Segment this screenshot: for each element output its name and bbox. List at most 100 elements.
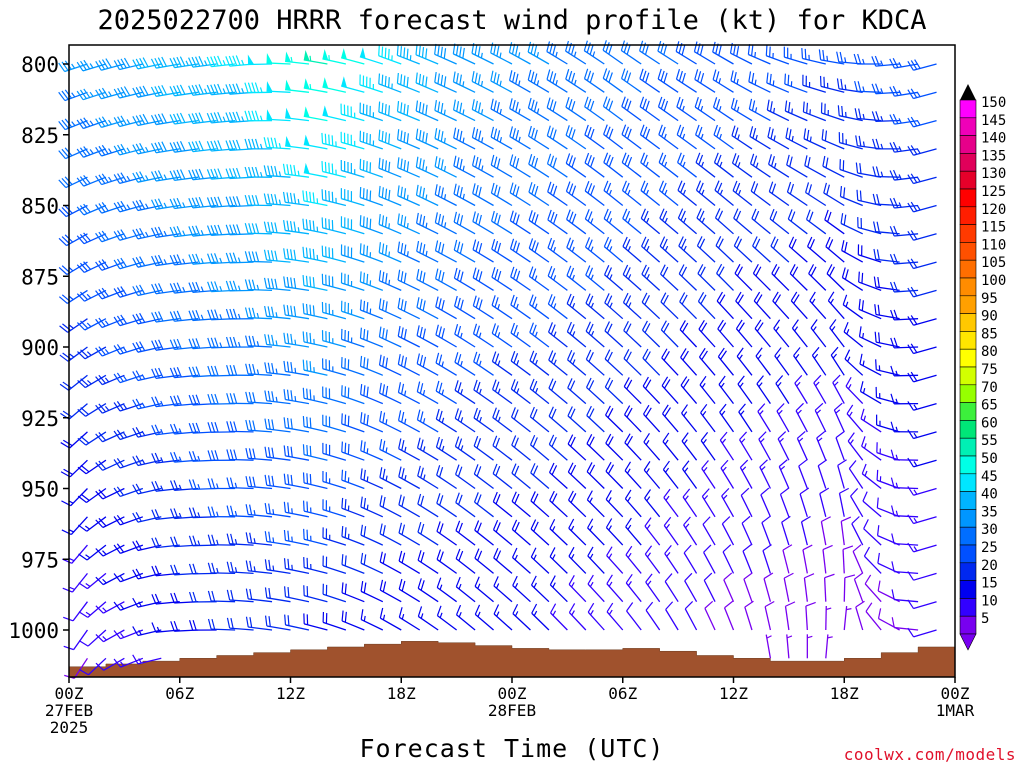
barb-feather <box>840 78 844 90</box>
wind-barb <box>585 349 605 376</box>
barb-staff <box>606 583 624 603</box>
wind-barb <box>678 236 698 263</box>
barb-feather <box>289 164 293 176</box>
barb-feather <box>532 352 538 363</box>
barb-feather <box>876 497 879 508</box>
barb-staff <box>155 148 180 154</box>
barb-feather <box>509 154 514 165</box>
barb-feather <box>459 46 462 57</box>
barb-staff <box>663 497 679 518</box>
barb-feather <box>245 588 249 600</box>
wind-barb <box>771 264 790 291</box>
barb-feather <box>837 105 840 116</box>
wind-barb <box>283 360 310 376</box>
x-tick-label: 18Z <box>830 684 859 703</box>
barb-feather <box>459 243 464 254</box>
barb-staff <box>155 487 180 492</box>
barb-staff <box>493 585 513 603</box>
barb-staff <box>397 195 420 207</box>
barb-staff <box>248 598 273 603</box>
barb-feather <box>493 128 498 139</box>
barb-feather <box>571 213 577 224</box>
barb-staff <box>192 63 217 68</box>
barb-feather <box>132 172 139 183</box>
wind-barb <box>714 208 734 235</box>
barb-half-feather <box>766 635 772 639</box>
barb-feather <box>910 88 918 98</box>
barb-feather <box>436 549 442 560</box>
barb-staff <box>435 334 457 348</box>
barb-feather <box>58 208 67 217</box>
barb-feather <box>366 358 369 369</box>
barb-feather <box>569 380 576 391</box>
barb-flag <box>285 51 292 63</box>
barb-feather <box>770 236 776 247</box>
barb-feather <box>76 293 85 302</box>
barb-feather <box>889 281 895 293</box>
wind-barb <box>568 575 587 603</box>
barb-staff <box>174 459 199 463</box>
barb-staff <box>248 260 273 263</box>
barb-feather <box>890 421 895 432</box>
barb-staff <box>549 528 568 546</box>
wind-barb <box>703 572 716 602</box>
barb-staff <box>843 577 846 602</box>
wind-barb <box>697 291 716 320</box>
wind-barb <box>360 524 384 546</box>
barb-feather <box>283 220 286 231</box>
barb-feather <box>625 545 633 556</box>
barb-half-feather <box>104 348 110 354</box>
barb-feather <box>232 280 238 291</box>
barb-staff <box>798 465 808 489</box>
barb-feather <box>210 197 216 208</box>
barb-staff <box>768 163 790 178</box>
barb-feather <box>493 44 497 55</box>
wind-barb <box>731 153 753 178</box>
barb-feather <box>154 593 160 604</box>
barb-staff <box>341 451 365 461</box>
barb-feather <box>381 187 384 198</box>
x-tick-label: 12Z <box>719 684 748 703</box>
barb-staff <box>155 601 180 605</box>
wind-barb <box>473 492 494 518</box>
barb-feather <box>251 138 256 150</box>
barb-feather <box>512 128 517 139</box>
wind-barb <box>584 96 605 122</box>
barb-feather <box>154 480 160 492</box>
barb-staff <box>137 657 162 665</box>
barb-feather <box>416 437 421 449</box>
barb-feather <box>495 465 501 477</box>
wind-barb <box>263 137 291 150</box>
barb-feather <box>154 424 160 435</box>
barb-feather <box>95 261 103 271</box>
barb-feather <box>876 249 880 260</box>
barb-staff <box>603 133 624 150</box>
barb-feather <box>492 491 498 502</box>
barb-staff <box>492 388 513 405</box>
barb-feather <box>170 621 175 632</box>
wind-barb <box>721 487 735 518</box>
barb-feather <box>841 240 845 251</box>
barb-staff <box>211 628 236 631</box>
barb-flag <box>303 106 310 118</box>
barb-staff <box>659 189 679 207</box>
wind-barb <box>417 521 439 546</box>
barb-staff <box>566 246 587 263</box>
wind-barb <box>777 431 790 461</box>
wind-barb <box>907 371 937 383</box>
barb-half-feather <box>739 382 744 388</box>
barb-half-feather <box>460 445 464 451</box>
barb-feather <box>302 387 305 399</box>
barb-feather <box>855 600 865 608</box>
barb-staff <box>303 172 328 178</box>
barb-feather <box>546 69 551 80</box>
barb-half-feather <box>571 610 575 616</box>
barb-feather <box>270 193 275 205</box>
barb-staff <box>640 217 661 235</box>
barb-feather <box>735 319 743 330</box>
wind-barb <box>322 471 347 490</box>
colorbar-swatch <box>959 117 977 136</box>
barb-feather <box>289 192 293 204</box>
barb-feather <box>663 72 668 84</box>
barb-staff <box>397 110 420 122</box>
